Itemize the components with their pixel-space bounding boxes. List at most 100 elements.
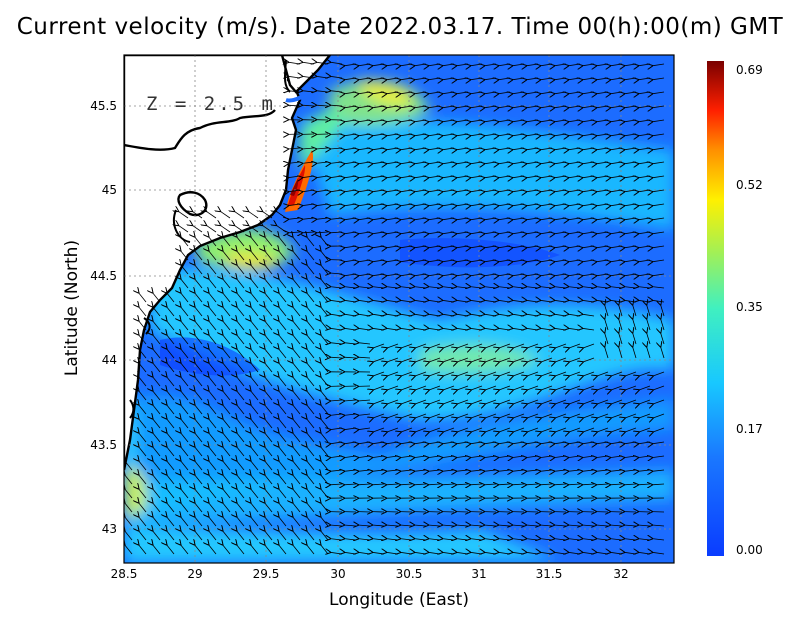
velocity-arrow (293, 447, 301, 457)
velocity-arrow (661, 333, 665, 345)
velocity-arrow (181, 293, 189, 303)
velocity-arrow (605, 319, 609, 331)
velocity-arrow (652, 442, 665, 444)
velocity-arrow (265, 307, 273, 317)
velocity-arrow (223, 279, 231, 289)
velocity-arrow (139, 363, 147, 373)
velocity-arrow (661, 347, 665, 359)
velocity-arrow (321, 405, 329, 415)
velocity-arrow (499, 399, 511, 404)
velocity-arrow (569, 413, 581, 418)
velocity-arrow (652, 484, 665, 485)
velocity-arrow (597, 413, 609, 418)
velocity-arrow (223, 475, 231, 485)
velocity-arrow (279, 321, 287, 331)
velocity-arrow (209, 251, 217, 261)
velocity-arrow (237, 489, 245, 499)
velocity-arrow (619, 319, 623, 331)
velocity-arrow (181, 545, 189, 555)
velocity-arrow (443, 343, 455, 348)
velocity-arrow (167, 335, 175, 345)
velocity-arrow (652, 64, 665, 66)
velocity-arrow (209, 489, 217, 499)
velocity-arrow (485, 427, 497, 432)
velocity-arrow (569, 343, 581, 348)
velocity-arrow (279, 251, 287, 261)
velocity-arrow (611, 371, 623, 376)
velocity-arrow (471, 343, 483, 348)
velocity-arrow (373, 399, 385, 404)
velocity-arrow (223, 307, 231, 317)
velocity-arrow (415, 357, 427, 362)
velocity-arrow (429, 399, 441, 404)
velocity-arrow (248, 225, 259, 233)
velocity-arrow (139, 321, 147, 331)
velocity-arrow (485, 371, 497, 376)
velocity-arrow (195, 349, 203, 359)
velocity-arrow (652, 552, 665, 554)
y-tick-label: 44 (102, 353, 117, 367)
velocity-arrow (251, 531, 259, 541)
velocity-arrow (583, 427, 595, 432)
velocity-arrow (373, 357, 385, 362)
velocity-arrow (237, 251, 245, 261)
velocity-arrow (262, 211, 273, 219)
velocity-arrow (653, 427, 665, 432)
velocity-arrow (652, 176, 665, 178)
velocity-arrow (639, 385, 651, 390)
velocity-arrow (307, 251, 315, 261)
velocity-arrow (279, 489, 287, 499)
velocity-arrow (293, 531, 301, 541)
velocity-arrow (279, 349, 287, 359)
velocity-arrow (661, 319, 665, 331)
velocity-arrow (307, 265, 315, 275)
velocity-arrow (223, 461, 231, 471)
velocity-arrow (181, 489, 189, 499)
velocity-arrow (181, 391, 189, 401)
velocity-arrow (153, 377, 161, 387)
velocity-arrow (195, 279, 203, 289)
velocity-arrow (485, 385, 497, 390)
velocity-arrow (181, 475, 189, 485)
velocity-arrow (251, 447, 259, 457)
velocity-arrow (209, 335, 217, 345)
x-tick-label: 32 (613, 567, 628, 581)
velocity-arrow (639, 427, 651, 432)
velocity-arrow (251, 475, 259, 485)
velocity-arrow (583, 399, 595, 404)
velocity-arrow (387, 357, 399, 362)
velocity-arrow (293, 265, 301, 275)
velocity-arrow (293, 335, 301, 345)
velocity-arrow (652, 92, 665, 94)
velocity-arrow (625, 399, 637, 404)
velocity-arrow (167, 433, 175, 443)
velocity-arrow (167, 545, 175, 555)
velocity-arrow (541, 343, 553, 348)
velocity-arrow (265, 517, 273, 527)
velocity-arrow (139, 335, 147, 345)
velocity-arrow (209, 517, 217, 527)
velocity-arrow (279, 447, 287, 457)
velocity-arrow (415, 399, 427, 404)
velocity-arrow (401, 399, 413, 404)
velocity-arrow (513, 399, 525, 404)
velocity-arrow (181, 503, 189, 513)
velocity-arrow (387, 385, 399, 390)
velocity-arrow (279, 293, 287, 303)
velocity-arrow (167, 377, 175, 387)
velocity-arrow (652, 232, 665, 234)
velocity-arrow (307, 321, 315, 331)
velocity-arrow (251, 279, 259, 289)
velocity-arrow (583, 413, 595, 418)
x-tick-label: 28.5 (111, 567, 138, 581)
velocity-arrow (265, 391, 273, 401)
velocity-arrow (181, 321, 189, 331)
velocity-arrow (652, 120, 665, 122)
velocity-arrow (358, 400, 371, 401)
velocity-arrow (429, 385, 441, 390)
velocity-arrow (619, 305, 623, 317)
velocity-arrow (139, 503, 147, 513)
velocity-arrow (153, 335, 161, 345)
velocity-arrow (279, 237, 287, 247)
